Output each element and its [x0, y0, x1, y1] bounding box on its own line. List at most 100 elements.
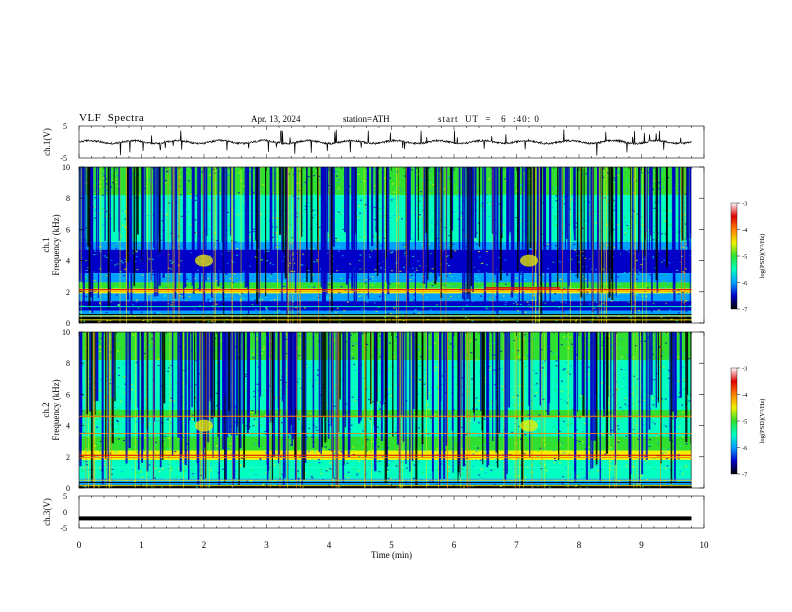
sferic-streak [332, 332, 334, 479]
psd-speckle [390, 460, 393, 462]
psd-speckle [537, 320, 539, 322]
psd-speckle [581, 441, 584, 443]
sferic-streak [217, 332, 219, 437]
psd-speckle [147, 311, 150, 313]
psd-speckle [143, 171, 145, 173]
psd-speckle [679, 230, 682, 232]
psd-speckle [468, 367, 470, 369]
psd-speckle [455, 384, 458, 386]
psd-speckle [298, 378, 301, 380]
psd-speckle [683, 379, 686, 381]
psd-speckle [415, 194, 417, 196]
psd-speckle [134, 207, 137, 209]
psd-speckle [124, 433, 127, 435]
sferic-streak [92, 167, 94, 313]
psd-speckle [204, 299, 207, 301]
psd-speckle [311, 436, 313, 438]
psd-speckle [215, 452, 218, 454]
psd-speckle [215, 240, 218, 242]
psd-speckle [207, 209, 210, 211]
psd-speckle [500, 350, 503, 352]
psd-speckle [151, 332, 153, 334]
sferic-streak [646, 167, 648, 257]
psd-speckle [689, 472, 691, 474]
sferic-streak [381, 167, 384, 311]
psd-speckle [373, 219, 376, 221]
psd-speckle [562, 369, 565, 371]
psd-speckle [489, 296, 492, 298]
psd-speckle [625, 290, 628, 293]
sferic-streak [202, 332, 205, 481]
psd-speckle [272, 240, 275, 242]
psd-speckle [133, 292, 135, 294]
psd-speckle [418, 262, 420, 264]
psd-speckle [583, 476, 585, 478]
psd-speckle [643, 399, 646, 401]
psd-speckle [267, 278, 269, 280]
psd-speckle [682, 436, 685, 438]
psd-speckle [261, 297, 264, 299]
psd-speckle [523, 192, 525, 194]
psd-speckle [610, 457, 612, 459]
psd-speckle [447, 208, 450, 210]
psd-speckle [541, 291, 544, 293]
psd-speckle [563, 287, 566, 289]
psd-speckle [337, 182, 340, 184]
psd-speckle [338, 321, 341, 323]
psd-speckle [429, 182, 432, 184]
psd-speckle [427, 408, 430, 410]
psd-speckle [358, 456, 361, 458]
psd-speckle [194, 308, 197, 310]
psd-speckle [409, 279, 412, 281]
psd-speckle [571, 194, 574, 196]
psd-speckle [679, 473, 682, 475]
psd-speckle [120, 236, 122, 238]
psd-speckle [292, 252, 295, 254]
psd-speckle [93, 254, 96, 256]
bright-sferic [179, 167, 181, 323]
psd-speckle [352, 357, 355, 359]
psd-speckle [581, 255, 584, 257]
psd-speckle [582, 431, 585, 433]
psd-speckle [544, 353, 547, 356]
psd-speckle [240, 457, 243, 459]
psd-speckle [186, 443, 189, 445]
psd-speckle [555, 365, 558, 367]
sferic-streak [360, 332, 362, 421]
psd-speckle [213, 439, 216, 441]
psd-speckle [568, 474, 571, 476]
psd-speckle [610, 359, 613, 361]
psd-speckle [124, 218, 127, 220]
psd-speckle [447, 298, 450, 300]
psd-speckle [328, 449, 331, 451]
psd-speckle [435, 469, 438, 471]
psd-speckle [106, 190, 109, 192]
psd-speckle [498, 203, 501, 205]
psd-speckle [523, 334, 526, 336]
psd-speckle [418, 265, 421, 267]
psd-speckle [460, 468, 463, 470]
psd-speckle [185, 284, 188, 286]
psd-speckle [316, 259, 319, 261]
sferic-streak [107, 167, 110, 309]
sferic-streak [679, 332, 682, 398]
psd-speckle [209, 174, 212, 176]
psd-speckle [187, 212, 189, 214]
psd-speckle [340, 380, 343, 382]
psd-speckle [313, 286, 316, 288]
psd-speckle [652, 232, 655, 234]
bright-sferic [173, 167, 175, 323]
psd-speckle [683, 380, 686, 382]
psd-speckle [378, 406, 380, 408]
psd-speckle [362, 265, 365, 267]
psd-speckle [129, 453, 132, 455]
psd-speckle [637, 414, 640, 416]
psd-speckle [376, 319, 379, 322]
psd-speckle [569, 374, 571, 376]
psd-speckle [569, 351, 572, 354]
psd-speckle [118, 405, 120, 407]
psd-speckle [478, 343, 481, 345]
psd-speckle [99, 390, 102, 392]
psd-speckle [191, 410, 194, 412]
psd-speckle [677, 312, 680, 314]
